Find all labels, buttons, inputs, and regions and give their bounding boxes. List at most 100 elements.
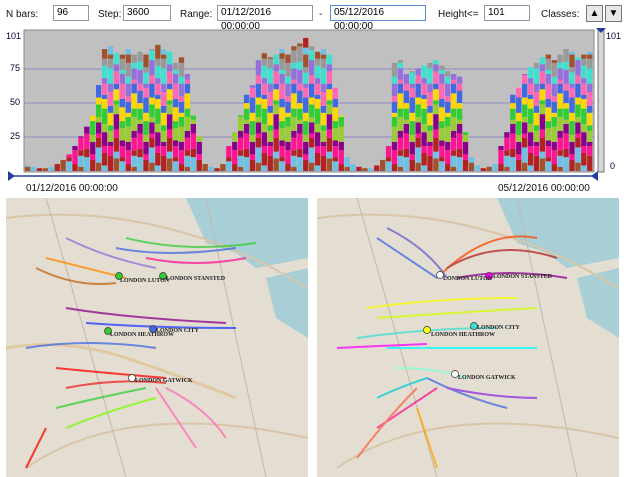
bar-segment bbox=[279, 53, 284, 59]
bar-segment bbox=[143, 84, 148, 88]
height-input[interactable]: 101 bbox=[484, 5, 530, 21]
bar-segment bbox=[102, 78, 107, 84]
bar-segment bbox=[96, 85, 101, 97]
bar-segment bbox=[321, 84, 326, 92]
bar-segment bbox=[250, 135, 255, 142]
bar-segment bbox=[96, 138, 101, 148]
class-up-button[interactable]: ▲ bbox=[586, 5, 603, 22]
bar-segment bbox=[534, 146, 539, 156]
bar-segment bbox=[149, 75, 154, 83]
range-start-handle[interactable] bbox=[8, 171, 15, 181]
bar-segment bbox=[315, 66, 320, 78]
bar-segment bbox=[61, 160, 66, 171]
step-input[interactable]: 3600 bbox=[123, 5, 171, 21]
bar-segment bbox=[291, 46, 296, 50]
bar-segment bbox=[315, 124, 320, 132]
bar-segment bbox=[451, 74, 456, 80]
bar-segment bbox=[120, 161, 125, 171]
bar-segment bbox=[457, 124, 462, 134]
bar-segment bbox=[256, 84, 261, 98]
bar-segment bbox=[528, 99, 533, 109]
height-slider-track[interactable] bbox=[598, 30, 604, 172]
bar-segment bbox=[350, 164, 355, 171]
bar-segment bbox=[137, 70, 142, 84]
bar-segment bbox=[552, 150, 557, 164]
bar-segment bbox=[498, 164, 503, 171]
bar-segment bbox=[66, 161, 71, 171]
bar-segment bbox=[457, 109, 462, 120]
nbars-input[interactable]: 96 bbox=[53, 5, 89, 21]
bar-segment bbox=[575, 104, 580, 116]
bar-segment bbox=[291, 109, 296, 117]
bar-segment bbox=[563, 103, 568, 109]
bar-segment bbox=[457, 84, 462, 91]
map-left[interactable]: LONDON LUTON LONDON STANSTED LONDON HEAT… bbox=[6, 198, 308, 477]
bar-segment bbox=[587, 59, 592, 69]
bar-segment bbox=[563, 157, 568, 171]
bar-segment bbox=[279, 141, 284, 147]
bar-segment bbox=[404, 109, 409, 120]
bar-segment bbox=[392, 77, 397, 84]
bar-segment bbox=[167, 52, 172, 64]
bar-segment bbox=[404, 74, 409, 84]
bar-segment bbox=[167, 138, 172, 152]
bar-segment bbox=[581, 124, 586, 132]
map-right[interactable]: LONDON LUTON LONDON STANSTED LONDON HEAT… bbox=[317, 198, 619, 477]
bar-segment bbox=[191, 134, 196, 149]
height-slider-handle[interactable] bbox=[596, 28, 606, 33]
bar-segment bbox=[421, 124, 426, 132]
bar-segment bbox=[226, 146, 231, 157]
bar-segment bbox=[457, 103, 462, 109]
bar-segment bbox=[191, 124, 196, 134]
bar-segment bbox=[522, 138, 527, 148]
bar-segment bbox=[327, 100, 332, 104]
bar-segment bbox=[102, 99, 107, 109]
bar-segment bbox=[327, 129, 332, 137]
bar-segment bbox=[78, 156, 83, 167]
bar-segment bbox=[575, 57, 580, 60]
bar-segment bbox=[167, 104, 172, 114]
bar-segment bbox=[451, 150, 456, 156]
bar-segment bbox=[143, 73, 148, 84]
bar-segment bbox=[220, 164, 225, 171]
bar-segment bbox=[309, 84, 314, 98]
bar-segment bbox=[268, 131, 273, 142]
bar-segment bbox=[120, 59, 125, 70]
bar-segment bbox=[392, 113, 397, 117]
bar-segment bbox=[546, 84, 551, 99]
bar-segment bbox=[256, 98, 261, 105]
bar-segment bbox=[321, 59, 326, 69]
bar-segment bbox=[155, 84, 160, 95]
bar-segment bbox=[108, 46, 113, 54]
bar-segment bbox=[279, 84, 284, 99]
bar-segment bbox=[250, 121, 255, 135]
bar-segment bbox=[132, 55, 137, 63]
bar-segment bbox=[291, 50, 296, 62]
bar-segment bbox=[256, 104, 261, 116]
range-end-input[interactable]: 05/12/2016 00:00:00 bbox=[330, 5, 426, 21]
bar-segment bbox=[558, 80, 563, 84]
bar-segment bbox=[386, 157, 391, 161]
bar-segment bbox=[321, 156, 326, 171]
bar-segment bbox=[516, 121, 521, 135]
bar-segment bbox=[285, 96, 290, 102]
range-start-input[interactable]: 01/12/2016 00:00:00 bbox=[217, 5, 313, 21]
bar-segment bbox=[114, 84, 119, 90]
bar-segment bbox=[534, 142, 539, 146]
bar-segment bbox=[421, 165, 426, 171]
bar-segment bbox=[534, 63, 539, 69]
bar-segment bbox=[309, 134, 314, 138]
class-down-button[interactable]: ▼ bbox=[605, 5, 622, 22]
bar-segment bbox=[398, 84, 403, 94]
bar-segment bbox=[143, 67, 148, 73]
bar-segment bbox=[279, 99, 284, 107]
bar-segment bbox=[552, 63, 557, 77]
time-histogram[interactable]: 101 75 50 25 101 0 bbox=[0, 28, 624, 193]
bar-segment bbox=[546, 59, 551, 70]
bar-segment bbox=[126, 77, 131, 84]
bar-segment bbox=[155, 45, 160, 59]
bar-segment bbox=[558, 156, 563, 167]
bar-segment bbox=[581, 146, 586, 153]
bar-segment bbox=[262, 95, 267, 99]
bar-segment bbox=[516, 154, 521, 160]
